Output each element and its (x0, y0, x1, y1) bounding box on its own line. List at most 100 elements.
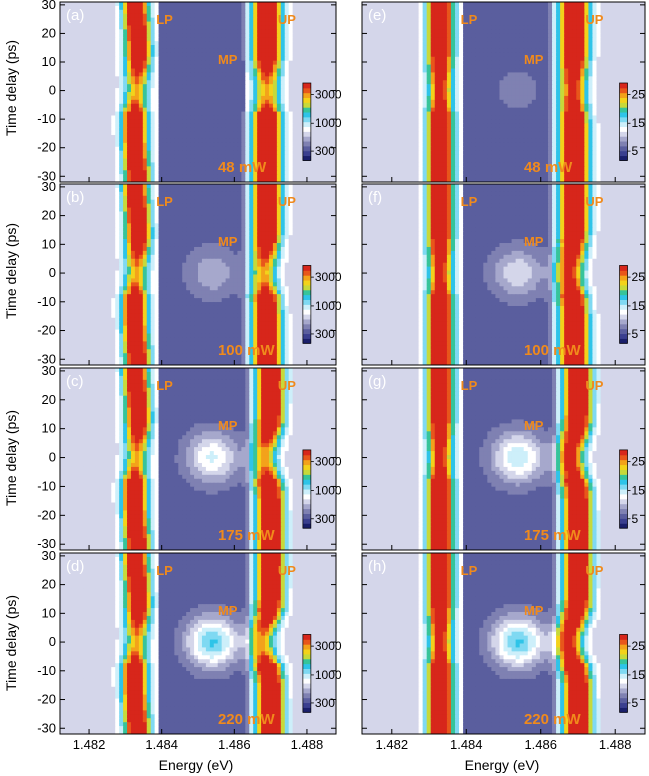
colorbar-segment (619, 707, 628, 713)
y-tick-label: 0 (49, 450, 56, 465)
colorbar-tick-label: 15 (632, 116, 646, 130)
y-tick-label: 10 (42, 421, 56, 436)
colorbar-tick-label: 5 (632, 144, 639, 158)
colorbar-segment (619, 323, 628, 330)
colorbar-segment (302, 131, 311, 137)
panel-h: 1.482 1.484 1.486 1.488 (h) LP MP UP 220 mW 25 15 5 (361, 552, 646, 752)
colorbar-segment (302, 469, 311, 475)
lp-label: LP (156, 563, 173, 578)
colorbar-segment (302, 280, 311, 286)
colorbar-segment (302, 333, 311, 339)
y-tick-label: -10 (37, 111, 56, 126)
x-axis-label-left: Energy (eV) (159, 757, 234, 773)
up-label: UP (585, 563, 603, 578)
panel-e: (e) LP MP UP 48 mW 25 15 5 (361, 1, 646, 183)
mp-label: MP (218, 52, 238, 67)
y-tick-label: 20 (42, 25, 56, 40)
colorbar-segment (619, 294, 628, 301)
up-label: UP (278, 378, 296, 393)
panel-f: (f) LP MP UP 100 mW 25 15 5 (361, 183, 646, 366)
colorbar-tick-label: 300 (315, 512, 335, 526)
up-label: UP (585, 12, 603, 27)
up-label: UP (278, 194, 296, 209)
colorbar-segment (302, 265, 311, 271)
y-tick-label: 30 (42, 548, 56, 563)
colorbar-segment (302, 707, 311, 713)
colorbar-segment (302, 508, 311, 514)
colorbar-segment (619, 508, 628, 514)
heatmap-area (362, 368, 645, 550)
colorbar-segment (619, 150, 628, 157)
power-label: 48 mW (524, 159, 573, 176)
y-tick-label: -20 (37, 507, 56, 522)
y-tick-label: 0 (49, 634, 56, 649)
x-tick-label: 1.482 (376, 737, 409, 752)
colorbar-segment (619, 479, 628, 485)
colorbar-frame (619, 82, 628, 161)
heatmap-area (362, 2, 645, 182)
y-tick-label: 10 (42, 605, 56, 620)
colorbar-segment (619, 265, 628, 271)
colorbar-segment (302, 112, 311, 118)
colorbar-frame (619, 449, 628, 529)
colorbar-segment (619, 141, 628, 147)
colorbar-segment (302, 454, 311, 461)
heatmap-area (60, 184, 336, 365)
colorbar-segment (302, 513, 311, 519)
colorbar-segment (302, 309, 311, 315)
heatmap-area (362, 184, 645, 365)
colorbar-segment (619, 116, 628, 123)
colorbar-segment (619, 314, 628, 320)
colorbar-segment (619, 121, 628, 128)
panel-g: (g) LP MP UP 175 mW 25 15 5 (361, 367, 646, 551)
colorbar-segment (619, 469, 628, 475)
colorbar-segment (619, 673, 628, 679)
colorbar-segment (619, 136, 628, 142)
x-tick-label: 1.484 (145, 737, 178, 752)
y-tick-label: -20 (37, 140, 56, 155)
colorbar-frame (619, 634, 628, 713)
mp-label: MP (524, 234, 544, 249)
colorbar-segment (619, 449, 628, 456)
power-label: 220 mW (524, 711, 582, 728)
colorbar-segment (619, 687, 628, 694)
x-tick-label: 1.486 (524, 737, 557, 752)
colorbar-segment (619, 692, 628, 699)
colorbar-segment (302, 489, 311, 495)
heatmap-area (60, 553, 336, 734)
colorbar-segment (302, 503, 311, 510)
colorbar-segment (619, 489, 628, 495)
lp-label: LP (461, 378, 478, 393)
colorbar-segment (302, 474, 311, 480)
mp-label: MP (524, 418, 544, 433)
panel-d: 30 20 10 0 -10 -20 -30 1.482 1.484 1.486 1.488 (d) L… (37, 548, 342, 752)
y-tick-label: 30 (42, 363, 56, 378)
panel-tag: (g) (368, 373, 386, 390)
colorbar-segment (302, 683, 311, 689)
colorbar-segment (619, 683, 628, 689)
y-tick-label: 0 (49, 265, 56, 280)
mp-label: MP (218, 603, 238, 618)
mp-label: MP (524, 52, 544, 67)
colorbar-segment (302, 304, 311, 310)
colorbar-tick-label: 5 (632, 696, 639, 710)
x-tick-label: 1.484 (450, 737, 483, 752)
heatmap-area (60, 368, 336, 550)
power-label: 175 mW (524, 527, 582, 544)
y-axis-label-left-3: Time delay (ps) (3, 410, 19, 506)
colorbar-segment (619, 702, 628, 708)
colorbar-tick-label: 5 (632, 327, 639, 341)
colorbar-segment (302, 459, 311, 466)
y-axis-label-left-2: Time delay (ps) (3, 223, 19, 319)
colorbar-segment (302, 121, 311, 128)
colorbar-tick-label: 1000 (315, 484, 342, 498)
colorbar-tick-label: 3000 (315, 88, 342, 102)
colorbar-segment (302, 479, 311, 485)
colorbar-segment (619, 464, 628, 470)
x-axis-label-right: Energy (eV) (465, 757, 540, 773)
colorbar-segment (619, 459, 628, 466)
colorbar-segment (619, 112, 628, 118)
colorbar-tick-label: 1000 (315, 299, 342, 313)
